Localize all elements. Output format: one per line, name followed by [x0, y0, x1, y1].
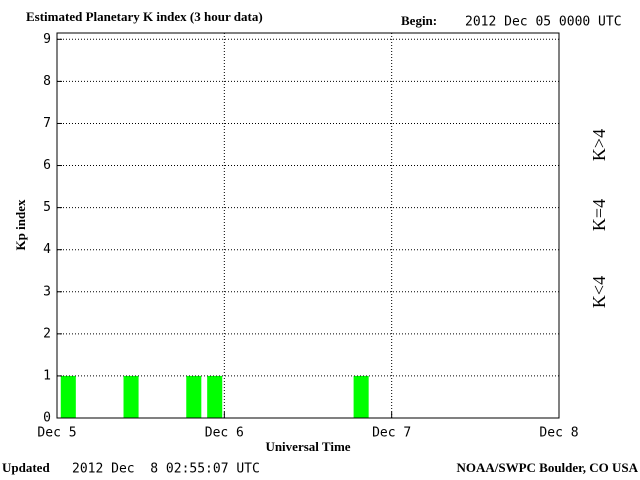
- y-tick-label: 7: [43, 116, 51, 131]
- begin-label: Begin:: [401, 13, 437, 28]
- x-tick-label: Dec 7: [372, 426, 411, 441]
- legend-entry: K>4: [589, 129, 609, 161]
- chart-title: Estimated Planetary K index (3 hour data…: [26, 9, 263, 24]
- x-tick-label: Dec 6: [205, 426, 244, 441]
- updated-label: Updated: [2, 460, 50, 475]
- begin-value: 2012 Dec 05 0000 UTC: [465, 15, 622, 30]
- x-axis-label: Universal Time: [265, 439, 350, 454]
- x-tick-label: Dec 8: [539, 426, 578, 441]
- plot-frame: [56, 32, 560, 419]
- bar: [353, 375, 369, 418]
- legend-entry: K=4: [589, 199, 609, 231]
- source: NOAA/SWPC Boulder, CO USA: [456, 460, 638, 475]
- y-tick-label: 4: [43, 242, 51, 257]
- y-tick-label: 8: [43, 74, 51, 89]
- updated-value: 2012 Dec 8 02:55:07 UTC: [72, 462, 260, 477]
- y-tick-label: 9: [43, 32, 51, 47]
- bar: [186, 375, 202, 418]
- bar: [60, 375, 76, 418]
- y-tick-label: 0: [43, 411, 51, 426]
- y-axis-label: Kp index: [13, 199, 28, 250]
- y-tick-label: 1: [43, 368, 51, 383]
- legend-entry: K<4: [589, 276, 609, 308]
- bar: [207, 375, 223, 418]
- bar: [123, 375, 139, 418]
- x-tick-label: Dec 5: [37, 426, 76, 441]
- y-tick-label: 2: [43, 326, 51, 341]
- y-tick-label: 5: [43, 200, 51, 215]
- y-tick-label: 3: [43, 284, 51, 299]
- y-tick-label: 6: [43, 158, 51, 173]
